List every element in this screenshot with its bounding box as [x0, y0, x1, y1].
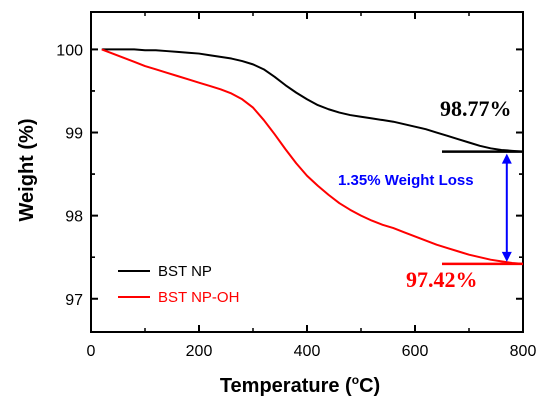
- series-line-bst-np: [101, 48, 524, 153]
- weight-loss-arrow-head-up: [501, 153, 512, 164]
- x-tick-label: 600: [402, 343, 429, 360]
- x-axis-title: Temperature (oC): [220, 373, 380, 397]
- x-tick-label: 0: [87, 343, 96, 360]
- annotation-bst-np-value: 98.77%: [440, 96, 512, 121]
- annotation-bst-np-oh-value: 97.42%: [406, 267, 478, 292]
- x-tick-label: 800: [510, 343, 537, 360]
- series-line-bst-np-oh: [101, 48, 524, 265]
- annotation-weight-loss-label: 1.35% Weight Loss: [338, 172, 474, 189]
- annotation-layer: [442, 150, 523, 266]
- y-tick-label: 100: [56, 42, 83, 59]
- x-axis-unit-degree: o: [352, 373, 359, 387]
- y-axis-title: Weight (%): [16, 119, 38, 222]
- axis-ticks: 0 200 400 600 800 97 98 99 100: [56, 12, 536, 360]
- legend-label-bst-np: BST NP: [158, 263, 212, 280]
- x-tick-label: 200: [186, 343, 213, 360]
- series-layer: [101, 48, 524, 265]
- y-tick-label: 98: [65, 209, 83, 226]
- legend-label-bst-np-oh: BST NP-OH: [158, 289, 239, 306]
- y-tick-label: 97: [65, 292, 83, 309]
- weight-loss-arrow-head-down: [501, 251, 512, 262]
- x-tick-label: 400: [294, 343, 321, 360]
- legend: BST NP BST NP-OH: [118, 263, 239, 306]
- y-tick-label: 99: [65, 126, 83, 143]
